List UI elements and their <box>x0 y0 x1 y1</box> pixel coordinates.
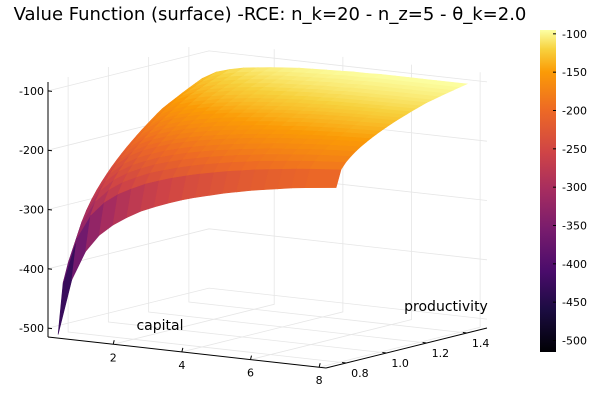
y-tick-mark <box>422 342 427 344</box>
colorbar-tick-label: -300 <box>562 181 587 194</box>
z-tick-mark <box>47 209 53 211</box>
chart-title: Value Function (surface) -RCE: n_k=20 - … <box>13 4 527 25</box>
colorbar-tick-label: -500 <box>562 335 587 348</box>
colorbar-tick-label: -400 <box>562 258 587 271</box>
y-tick-label: 1.0 <box>391 357 409 370</box>
surface-patch <box>304 168 342 189</box>
colorbar: -100 -150 -200 -250 -300 -350 -400 -450 -500 <box>540 28 587 352</box>
surface-patch <box>329 139 368 147</box>
z-tick-label: -400 <box>19 263 44 276</box>
z-tick-label: -200 <box>19 144 44 157</box>
surface-patch <box>309 160 347 170</box>
x-tick-mark <box>181 347 184 353</box>
z-tick-mark <box>47 149 53 152</box>
x-tick-label: 4 <box>178 359 185 372</box>
z-tick-mark <box>47 90 53 92</box>
colorbar-gradient <box>540 30 556 352</box>
y-tick-label: 1.2 <box>432 347 450 360</box>
x-tick-label: 8 <box>316 374 323 387</box>
z-tick-mark <box>47 327 53 330</box>
z-grid-line <box>47 228 488 270</box>
colorbar-tick-label: -200 <box>562 105 587 118</box>
x-axis-line <box>47 336 327 369</box>
x-tick-label: 2 <box>110 351 117 364</box>
z-tick-label: -100 <box>19 85 44 98</box>
surface-patch <box>389 99 428 106</box>
colorbar-tick-label: -150 <box>562 66 587 79</box>
colorbar-tick-label: -450 <box>562 296 587 309</box>
z-tick-label: -500 <box>19 322 44 335</box>
x-tick-mark <box>250 355 252 360</box>
surface-patch <box>359 117 398 125</box>
x-axis-label: capital <box>136 318 183 334</box>
y-axis-label: productivity <box>404 299 488 315</box>
surface-patch <box>428 80 469 88</box>
surface-patch <box>57 237 78 335</box>
y-tick-label: 0.8 <box>351 367 369 380</box>
axes: -100 -200 -300 -400 -500 2 4 6 8 0.8 1.0 1.2 1.4 <box>19 82 489 387</box>
x-grid-line <box>319 72 481 368</box>
y-grid-line <box>107 67 387 354</box>
colorbar-tick-label: -100 <box>562 28 587 41</box>
z-tick-mark <box>47 268 53 270</box>
y-tick-mark <box>462 332 467 334</box>
y-axis-line <box>325 327 488 369</box>
colorbar-tick-label: -250 <box>562 143 587 156</box>
x-tick-mark <box>318 363 321 368</box>
x-tick-mark <box>112 340 115 345</box>
y-grid-line <box>67 77 347 364</box>
y-tick-label: 1.4 <box>472 337 490 350</box>
surface-plot <box>57 67 469 335</box>
y-tick-mark <box>342 362 347 364</box>
z-tick-label: -300 <box>19 204 44 217</box>
x-grid-line <box>250 64 412 360</box>
y-tick-mark <box>382 352 387 354</box>
z-grid-line <box>47 50 488 92</box>
z-grid-line <box>47 287 488 329</box>
x-tick-label: 6 <box>247 367 254 380</box>
colorbar-tick-label: -350 <box>562 220 587 233</box>
